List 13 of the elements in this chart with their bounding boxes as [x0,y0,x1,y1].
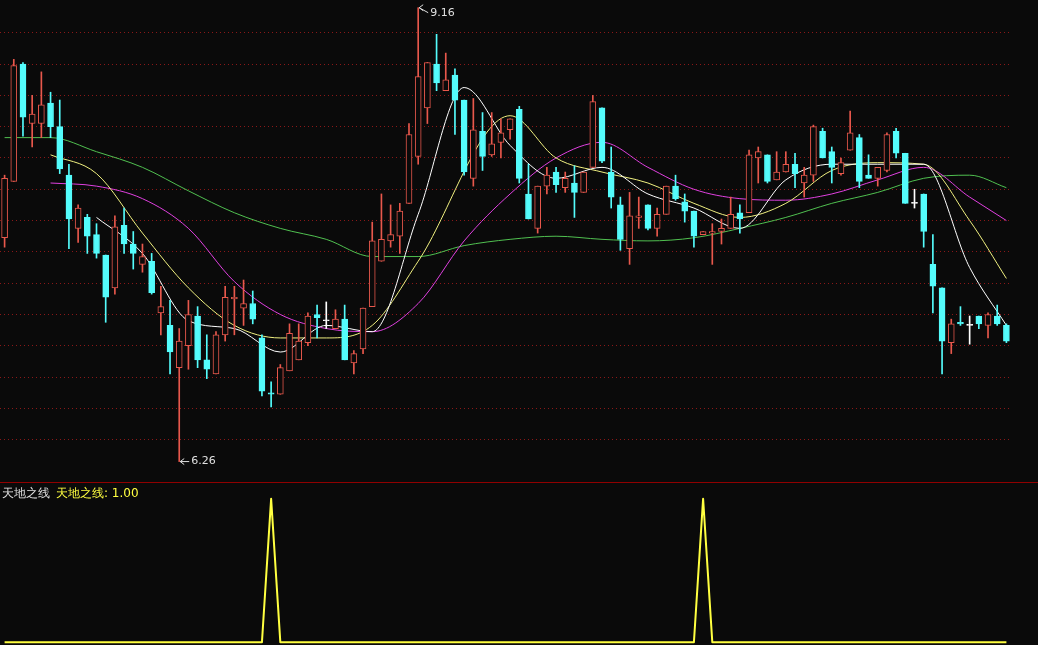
candlestick [313,304,321,339]
candlestick [175,328,183,462]
candlestick [267,381,275,408]
chart-title: 天地之线 [2,485,50,502]
annotation: 6.26 [191,454,216,468]
candlestick [488,112,496,157]
annotation: 9.16 [430,5,455,19]
candlestick [203,334,211,379]
annotation: 天地之线: 1.00 [56,485,139,502]
candlestick [322,301,330,329]
candlestick [708,223,716,265]
candlestick [754,146,762,184]
candlestick [635,196,643,229]
